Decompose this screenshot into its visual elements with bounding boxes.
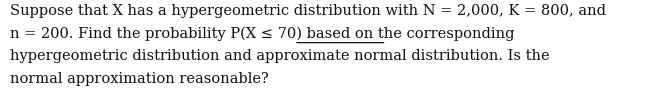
Text: normal approximation reasonable?: normal approximation reasonable? — [10, 72, 269, 86]
Text: hypergeometric distribution and approximate normal distribution. Is the: hypergeometric distribution and approxim… — [10, 49, 549, 63]
Text: n = 200. Find the probability P(X ≤ 70) based on the corresponding: n = 200. Find the probability P(X ≤ 70) … — [10, 26, 514, 41]
Text: Suppose that X has a hypergeometric distribution with N = 2,000, K = 800, and: Suppose that X has a hypergeometric dist… — [10, 4, 606, 18]
